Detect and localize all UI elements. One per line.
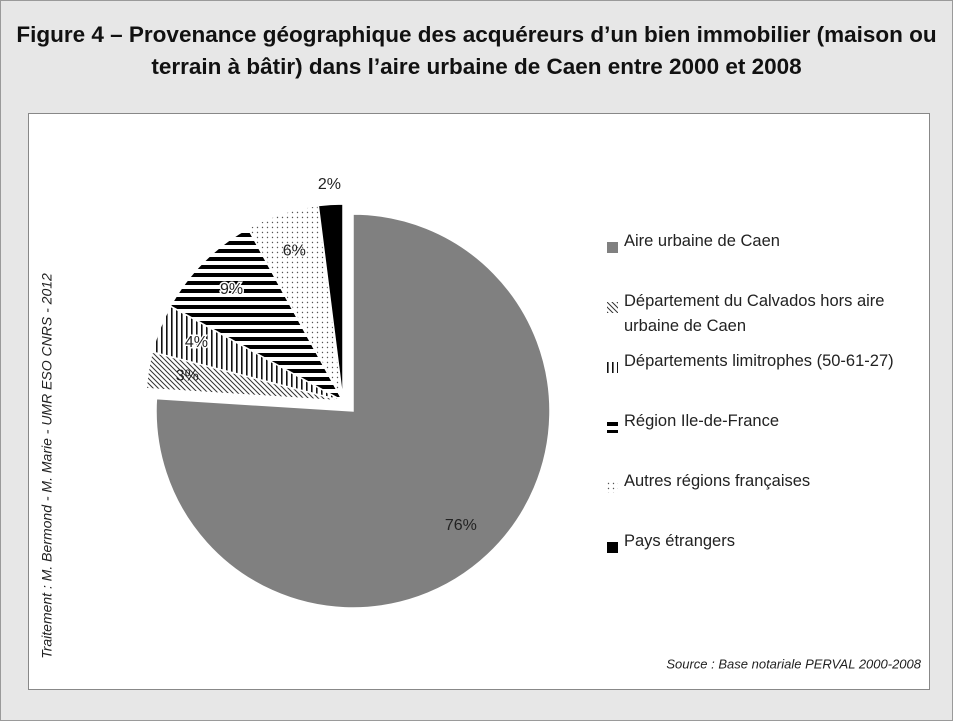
data-label: 9% <box>220 281 243 298</box>
legend-item: Pays étrangers <box>607 529 907 554</box>
legend-item: Département du Calvados hors aire urbain… <box>607 289 907 339</box>
data-label: 3% <box>176 368 199 385</box>
legend-item: Région Ile-de-France <box>607 409 907 434</box>
legend-item: Départements limitrophes (50-61-27) <box>607 349 907 374</box>
legend-label: Région Ile-de-France <box>624 412 779 430</box>
legend-swatch <box>607 236 618 253</box>
source: Source : Base notariale PERVAL 2000-2008 <box>666 656 921 671</box>
legend-swatch <box>607 536 618 553</box>
legend-label: Aire urbaine de Caen <box>624 232 780 250</box>
legend-label: Pays étrangers <box>624 532 735 550</box>
pie-slice <box>317 203 344 402</box>
data-label: 2% <box>318 176 341 193</box>
legend-label: Département du Calvados hors aire urbain… <box>624 292 885 335</box>
legend-swatch <box>607 476 618 493</box>
data-label: 76% <box>445 517 477 534</box>
legend-item: Autres régions françaises <box>607 469 907 494</box>
pie-slice <box>169 227 345 403</box>
data-label: 4% <box>185 334 208 351</box>
legend-swatch <box>607 356 618 373</box>
legend-label: Départements limitrophes (50-61-27) <box>624 352 894 370</box>
credit: Traitement : M. Bermond - M. Marie - UMR… <box>39 273 55 659</box>
pie-slice <box>155 213 551 609</box>
legend-swatch <box>607 416 618 433</box>
figure-title: Figure 4 – Provenance géographique des a… <box>16 22 937 79</box>
data-label: 6% <box>283 242 306 259</box>
legend-item: Aire urbaine de Caen <box>607 229 907 254</box>
legend-label: Autres régions françaises <box>624 472 811 490</box>
legend-swatch <box>607 296 618 313</box>
